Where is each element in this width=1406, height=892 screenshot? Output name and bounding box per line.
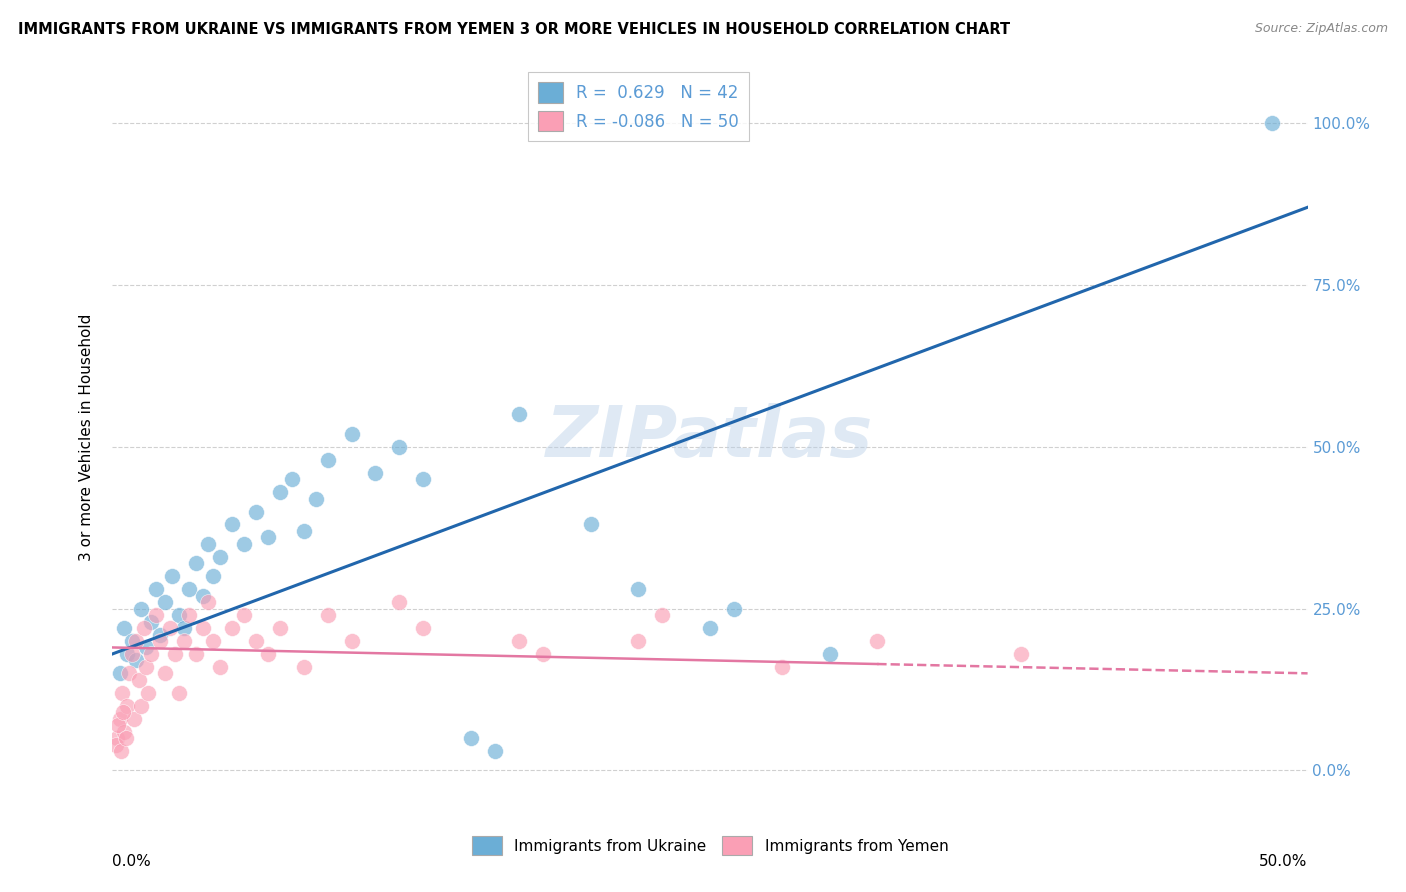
Point	[627, 634, 650, 648]
Point	[305, 491, 328, 506]
Point	[159, 621, 181, 635]
Point	[723, 601, 745, 615]
Point	[388, 595, 411, 609]
Point	[1010, 647, 1032, 661]
Point	[121, 647, 143, 661]
Point	[412, 472, 434, 486]
Point	[245, 504, 267, 518]
Point	[162, 569, 183, 583]
Point	[118, 666, 141, 681]
Point	[115, 647, 138, 661]
Point	[108, 712, 131, 726]
Point	[110, 744, 132, 758]
Point	[866, 634, 889, 648]
Point	[129, 601, 152, 615]
Point	[173, 634, 195, 648]
Point	[153, 666, 176, 681]
Point	[139, 647, 162, 661]
Point	[153, 595, 176, 609]
Point	[269, 485, 291, 500]
Point	[186, 647, 208, 661]
Point	[281, 472, 304, 486]
Point	[201, 634, 224, 648]
Point	[125, 653, 148, 667]
Point	[114, 621, 135, 635]
Point	[107, 718, 129, 732]
Point	[412, 621, 434, 635]
Y-axis label: 3 or more Vehicles in Household: 3 or more Vehicles in Household	[79, 313, 94, 561]
Point	[292, 660, 315, 674]
Point	[508, 634, 530, 648]
Text: 0.0%: 0.0%	[112, 854, 152, 869]
Point	[316, 608, 339, 623]
Point	[340, 426, 363, 441]
Point	[177, 582, 200, 597]
Point	[770, 660, 793, 674]
Point	[121, 634, 143, 648]
Point	[139, 615, 162, 629]
Point	[125, 634, 148, 648]
Point	[651, 608, 673, 623]
Point	[186, 557, 208, 571]
Text: 50.0%: 50.0%	[1260, 854, 1308, 869]
Point	[233, 537, 256, 551]
Point	[364, 466, 387, 480]
Point	[197, 595, 219, 609]
Point	[1261, 116, 1284, 130]
Point	[149, 627, 172, 641]
Point	[135, 660, 157, 674]
Point	[201, 569, 224, 583]
Point	[579, 517, 602, 532]
Point	[460, 731, 482, 745]
Point	[209, 660, 232, 674]
Point	[508, 408, 530, 422]
Point	[257, 647, 280, 661]
Point	[169, 686, 191, 700]
Legend: Immigrants from Ukraine, Immigrants from Yemen: Immigrants from Ukraine, Immigrants from…	[465, 830, 955, 861]
Point	[221, 517, 243, 532]
Point	[818, 647, 841, 661]
Text: ZIPatlas: ZIPatlas	[547, 402, 873, 472]
Point	[340, 634, 363, 648]
Point	[132, 621, 155, 635]
Text: IMMIGRANTS FROM UKRAINE VS IMMIGRANTS FROM YEMEN 3 OR MORE VEHICLES IN HOUSEHOLD: IMMIGRANTS FROM UKRAINE VS IMMIGRANTS FR…	[18, 22, 1011, 37]
Point	[145, 582, 167, 597]
Point	[292, 524, 315, 538]
Text: Source: ZipAtlas.com: Source: ZipAtlas.com	[1254, 22, 1388, 36]
Point	[699, 621, 721, 635]
Point	[114, 724, 135, 739]
Point	[173, 621, 195, 635]
Point	[531, 647, 554, 661]
Point	[105, 731, 128, 745]
Point	[221, 621, 243, 635]
Point	[209, 549, 232, 564]
Point	[233, 608, 256, 623]
Point	[269, 621, 291, 635]
Point	[128, 673, 150, 687]
Point	[122, 712, 145, 726]
Point	[163, 647, 186, 661]
Point	[316, 452, 339, 467]
Point	[111, 686, 134, 700]
Point	[129, 698, 152, 713]
Point	[388, 440, 411, 454]
Point	[138, 686, 160, 700]
Point	[197, 537, 219, 551]
Point	[149, 634, 172, 648]
Point	[245, 634, 267, 648]
Point	[115, 698, 138, 713]
Point	[193, 589, 215, 603]
Point	[627, 582, 650, 597]
Point	[114, 731, 136, 745]
Point	[484, 744, 506, 758]
Point	[105, 738, 128, 752]
Point	[193, 621, 215, 635]
Point	[112, 705, 135, 719]
Point	[145, 608, 167, 623]
Point	[257, 530, 280, 544]
Point	[108, 666, 131, 681]
Point	[135, 640, 157, 655]
Point	[177, 608, 200, 623]
Point	[169, 608, 191, 623]
